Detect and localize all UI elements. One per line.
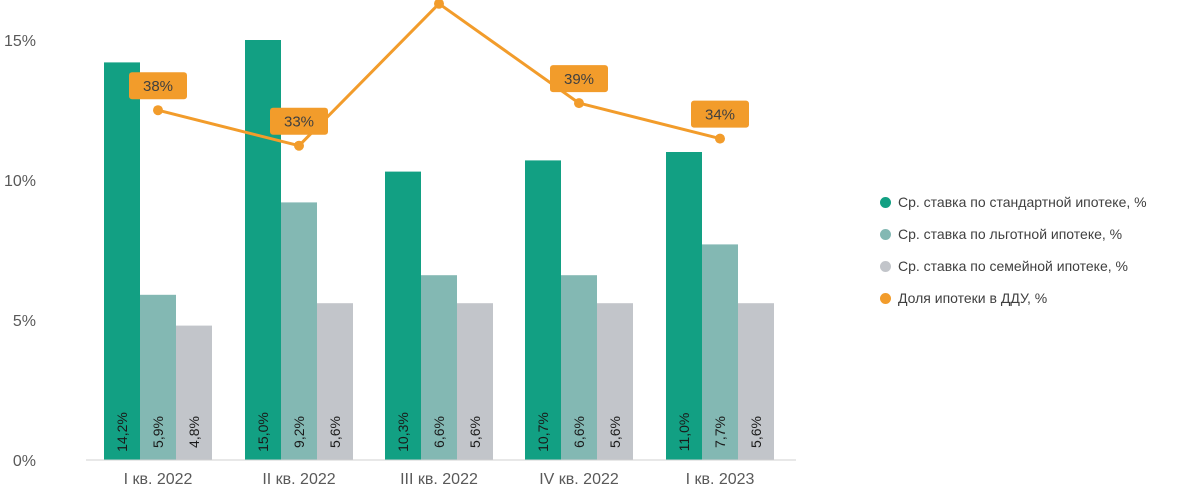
bar: [176, 325, 212, 460]
legend-item-preferential: Ср. ставка по льготной ипотеке, %: [880, 218, 1147, 250]
y-axis: 0% 5% 10% 15%: [4, 33, 36, 470]
legend-swatch-preferential: [880, 228, 891, 240]
line-value-label: 33%: [284, 114, 314, 131]
x-category-label: IV кв. 2022: [539, 471, 619, 488]
legend-item-family: Ср. ставка по семейной ипотеке, %: [880, 250, 1147, 282]
y-tick-label: 10%: [4, 173, 36, 190]
bar-value-label: 4,8%: [186, 416, 202, 448]
bar-value-label: 5,6%: [607, 416, 623, 448]
bar-value-label: 10,7%: [535, 412, 551, 452]
x-category-label: II кв. 2022: [262, 471, 335, 488]
legend-swatch-ddu-share: [880, 292, 891, 304]
line-label-box: [550, 65, 608, 93]
line-value-label: 39%: [564, 71, 594, 88]
bar: [104, 62, 140, 461]
bar-value-label: 5,6%: [467, 416, 483, 448]
bar-value-label: 5,6%: [327, 416, 343, 448]
bar: [245, 40, 281, 460]
bar: [597, 303, 633, 460]
bar: [666, 152, 702, 460]
x-category-label: I кв. 2023: [686, 471, 755, 488]
line-value-label: 38%: [143, 78, 173, 95]
legend-item-ddu-share: Доля ипотеки в ДДУ, %: [880, 282, 1147, 314]
legend-item-standard: Ср. ставка по стандартной ипотеке, %: [880, 186, 1147, 218]
bar: [140, 294, 176, 460]
legend: Ср. ставка по стандартной ипотеке, % Ср.…: [880, 186, 1147, 314]
bar-value-label: 10,3%: [395, 412, 411, 452]
line-point: [434, 0, 444, 9]
bar: [317, 303, 353, 460]
bar-value-label: 14,2%: [114, 412, 130, 452]
bar: [525, 160, 561, 460]
bar-value-label: 5,9%: [150, 416, 166, 448]
bar: [738, 303, 774, 460]
line-point: [153, 105, 163, 116]
bar-value-label: 9,2%: [291, 416, 307, 448]
bar-value-label: 6,6%: [431, 416, 447, 448]
bar: [385, 171, 421, 460]
bar: [281, 202, 317, 460]
x-category-label: I кв. 2022: [124, 471, 193, 488]
share-line: 38%33%53%39%34%: [129, 0, 749, 151]
legend-swatch-standard: [880, 196, 891, 208]
y-tick-label: 5%: [13, 313, 36, 330]
bar: [457, 303, 493, 460]
line-point: [574, 98, 584, 109]
x-axis: I кв. 2022 II кв. 2022 III кв. 2022 IV кв. …: [124, 471, 755, 488]
line-label-box: [129, 72, 187, 100]
bar-value-label: 6,6%: [571, 416, 587, 448]
y-tick-label: 0%: [13, 453, 36, 470]
legend-label-ddu-share: Доля ипотеки в ДДУ, %: [898, 290, 1048, 306]
legend-label-preferential: Ср. ставка по льготной ипотеке, %: [898, 226, 1123, 242]
bars: 14,2% 15,0% 10,3% 10,7% 11,0% 5,9% 9,2% 6,6% 6,6…: [104, 40, 774, 461]
line-value-label: 34%: [705, 107, 735, 124]
line-label-box: [691, 100, 749, 128]
bar-value-label: 11,0%: [676, 413, 692, 452]
line-point: [715, 133, 725, 144]
bar-value-label: 5,6%: [748, 416, 764, 448]
x-category-label: III кв. 2022: [400, 471, 478, 488]
legend-swatch-family: [880, 260, 891, 272]
line-point: [294, 140, 304, 151]
legend-label-family: Ср. ставка по семейной ипотеке, %: [898, 258, 1128, 274]
bar: [421, 275, 457, 460]
bar-value-label: 7,7%: [712, 416, 728, 448]
bar: [561, 275, 597, 460]
line-label-box: [270, 107, 328, 135]
bar: [702, 244, 738, 460]
line-series: [157, 2, 721, 148]
legend-label-standard: Ср. ставка по стандартной ипотеке, %: [898, 194, 1147, 210]
bar-value-label: 15,0%: [255, 412, 271, 452]
y-tick-label: 15%: [4, 33, 36, 50]
